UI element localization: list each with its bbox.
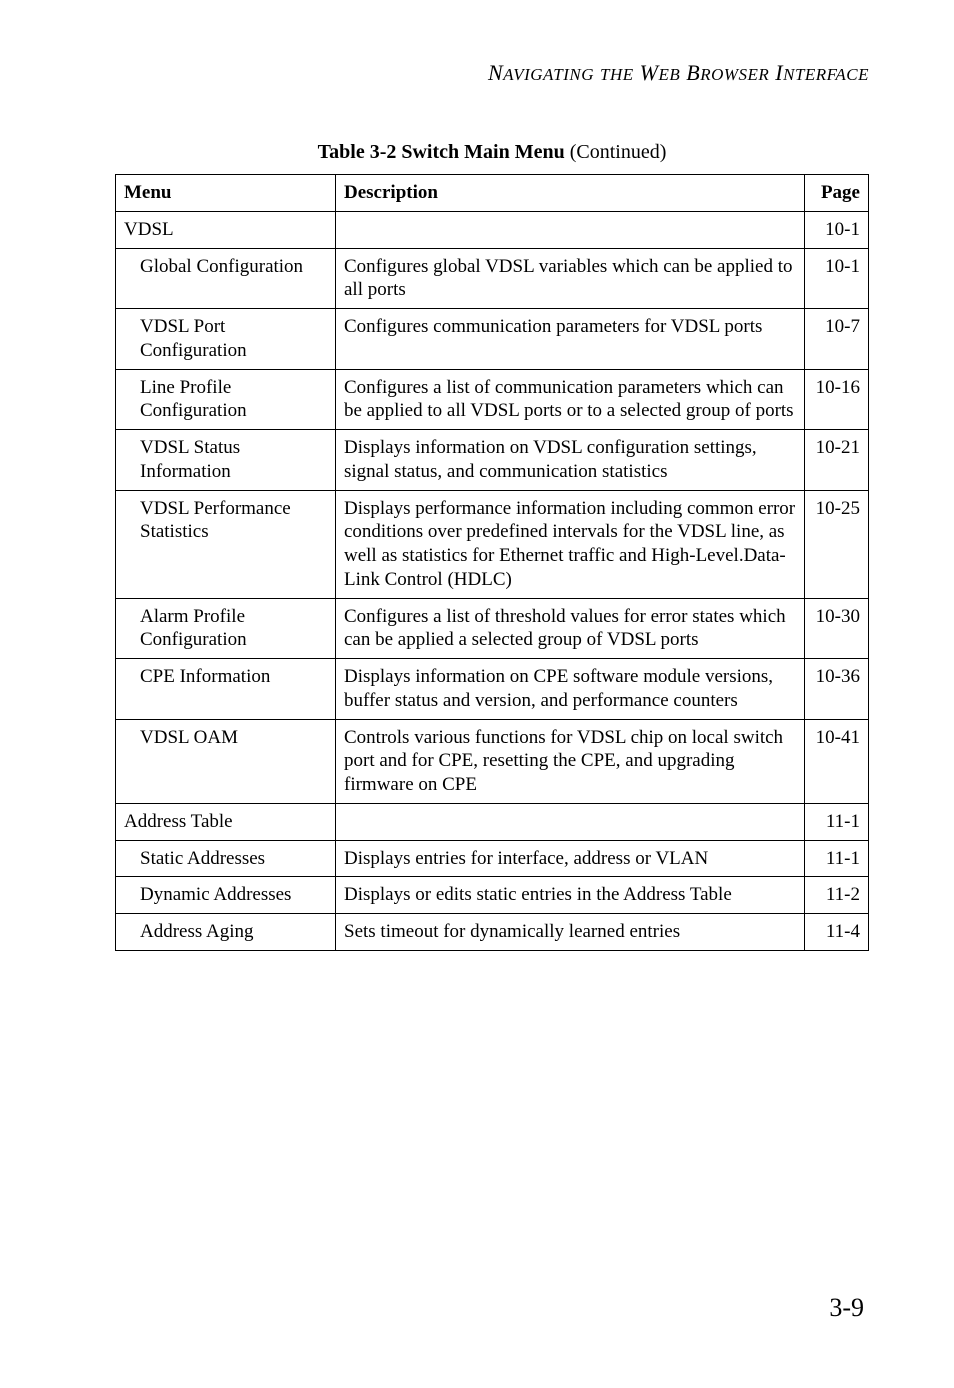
table-row: VDSL OAM Controls various functions for … [116, 719, 869, 803]
table-row: VDSL Performance Statistics Displays per… [116, 490, 869, 598]
cell-desc: Controls various functions for VDSL chip… [336, 719, 805, 803]
cell-desc [336, 211, 805, 248]
cell-menu: Address Aging [116, 914, 336, 951]
cell-page: 10-30 [805, 598, 869, 659]
cell-page: 10-25 [805, 490, 869, 598]
table-caption: Table 3-2 Switch Main Menu (Continued) [115, 141, 869, 164]
cell-page: 10-16 [805, 369, 869, 430]
table-row: VDSL Port Configuration Configures commu… [116, 309, 869, 370]
cell-menu: Global Configuration [116, 248, 336, 309]
table-header-row: Menu Description Page [116, 175, 869, 212]
table-row: VDSL 10-1 [116, 211, 869, 248]
cell-desc: Sets timeout for dynamically learned ent… [336, 914, 805, 951]
cell-page: 11-2 [805, 877, 869, 914]
cell-menu: Alarm Profile Configuration [116, 598, 336, 659]
cell-page: 11-1 [805, 840, 869, 877]
cell-page: 10-1 [805, 248, 869, 309]
header-description: Description [336, 175, 805, 212]
cell-desc: Displays performance information includi… [336, 490, 805, 598]
cell-desc: Configures a list of threshold values fo… [336, 598, 805, 659]
cell-menu: CPE Information [116, 659, 336, 720]
table-row: Line Profile Configuration Configures a … [116, 369, 869, 430]
table-row: Dynamic Addresses Displays or edits stat… [116, 877, 869, 914]
cell-menu: VDSL [116, 211, 336, 248]
cell-page: 10-41 [805, 719, 869, 803]
cell-desc: Displays information on VDSL configurati… [336, 430, 805, 491]
cell-desc: Configures a list of communication param… [336, 369, 805, 430]
cell-page: 10-36 [805, 659, 869, 720]
caption-label: Table 3-2 Switch Main Menu [318, 141, 565, 163]
cell-desc: Configures global VDSL variables which c… [336, 248, 805, 309]
cell-menu: VDSL Status Information [116, 430, 336, 491]
table-row: Address Aging Sets timeout for dynamical… [116, 914, 869, 951]
header-page: Page [805, 175, 869, 212]
running-head-text: NAVIGATING THE WEB BROWSER INTERFACE [488, 60, 869, 85]
cell-page: 10-1 [805, 211, 869, 248]
table-row: Address Table 11-1 [116, 803, 869, 840]
cell-desc: Displays information on CPE software mod… [336, 659, 805, 720]
cell-desc: Displays or edits static entries in the … [336, 877, 805, 914]
header-menu: Menu [116, 175, 336, 212]
table-row: Static Addresses Displays entries for in… [116, 840, 869, 877]
cell-menu: VDSL OAM [116, 719, 336, 803]
cell-menu: Address Table [116, 803, 336, 840]
cell-menu: Dynamic Addresses [116, 877, 336, 914]
running-head: NAVIGATING THE WEB BROWSER INTERFACE [115, 60, 869, 86]
cell-menu: Line Profile Configuration [116, 369, 336, 430]
page-container: NAVIGATING THE WEB BROWSER INTERFACE Tab… [0, 0, 954, 951]
cell-page: 10-21 [805, 430, 869, 491]
page-number: 3-9 [829, 1293, 864, 1323]
cell-desc [336, 803, 805, 840]
cell-page: 10-7 [805, 309, 869, 370]
table-row: CPE Information Displays information on … [116, 659, 869, 720]
table-row: Global Configuration Configures global V… [116, 248, 869, 309]
cell-menu: VDSL Port Configuration [116, 309, 336, 370]
cell-menu: Static Addresses [116, 840, 336, 877]
table-row: Alarm Profile Configuration Configures a… [116, 598, 869, 659]
cell-menu: VDSL Performance Statistics [116, 490, 336, 598]
cell-page: 11-4 [805, 914, 869, 951]
cell-desc: Configures communication parameters for … [336, 309, 805, 370]
switch-main-menu-table: Menu Description Page VDSL 10-1 Global C… [115, 174, 869, 951]
cell-desc: Displays entries for interface, address … [336, 840, 805, 877]
cell-page: 11-1 [805, 803, 869, 840]
table-row: VDSL Status Information Displays informa… [116, 430, 869, 491]
caption-suffix: (Continued) [565, 141, 667, 163]
